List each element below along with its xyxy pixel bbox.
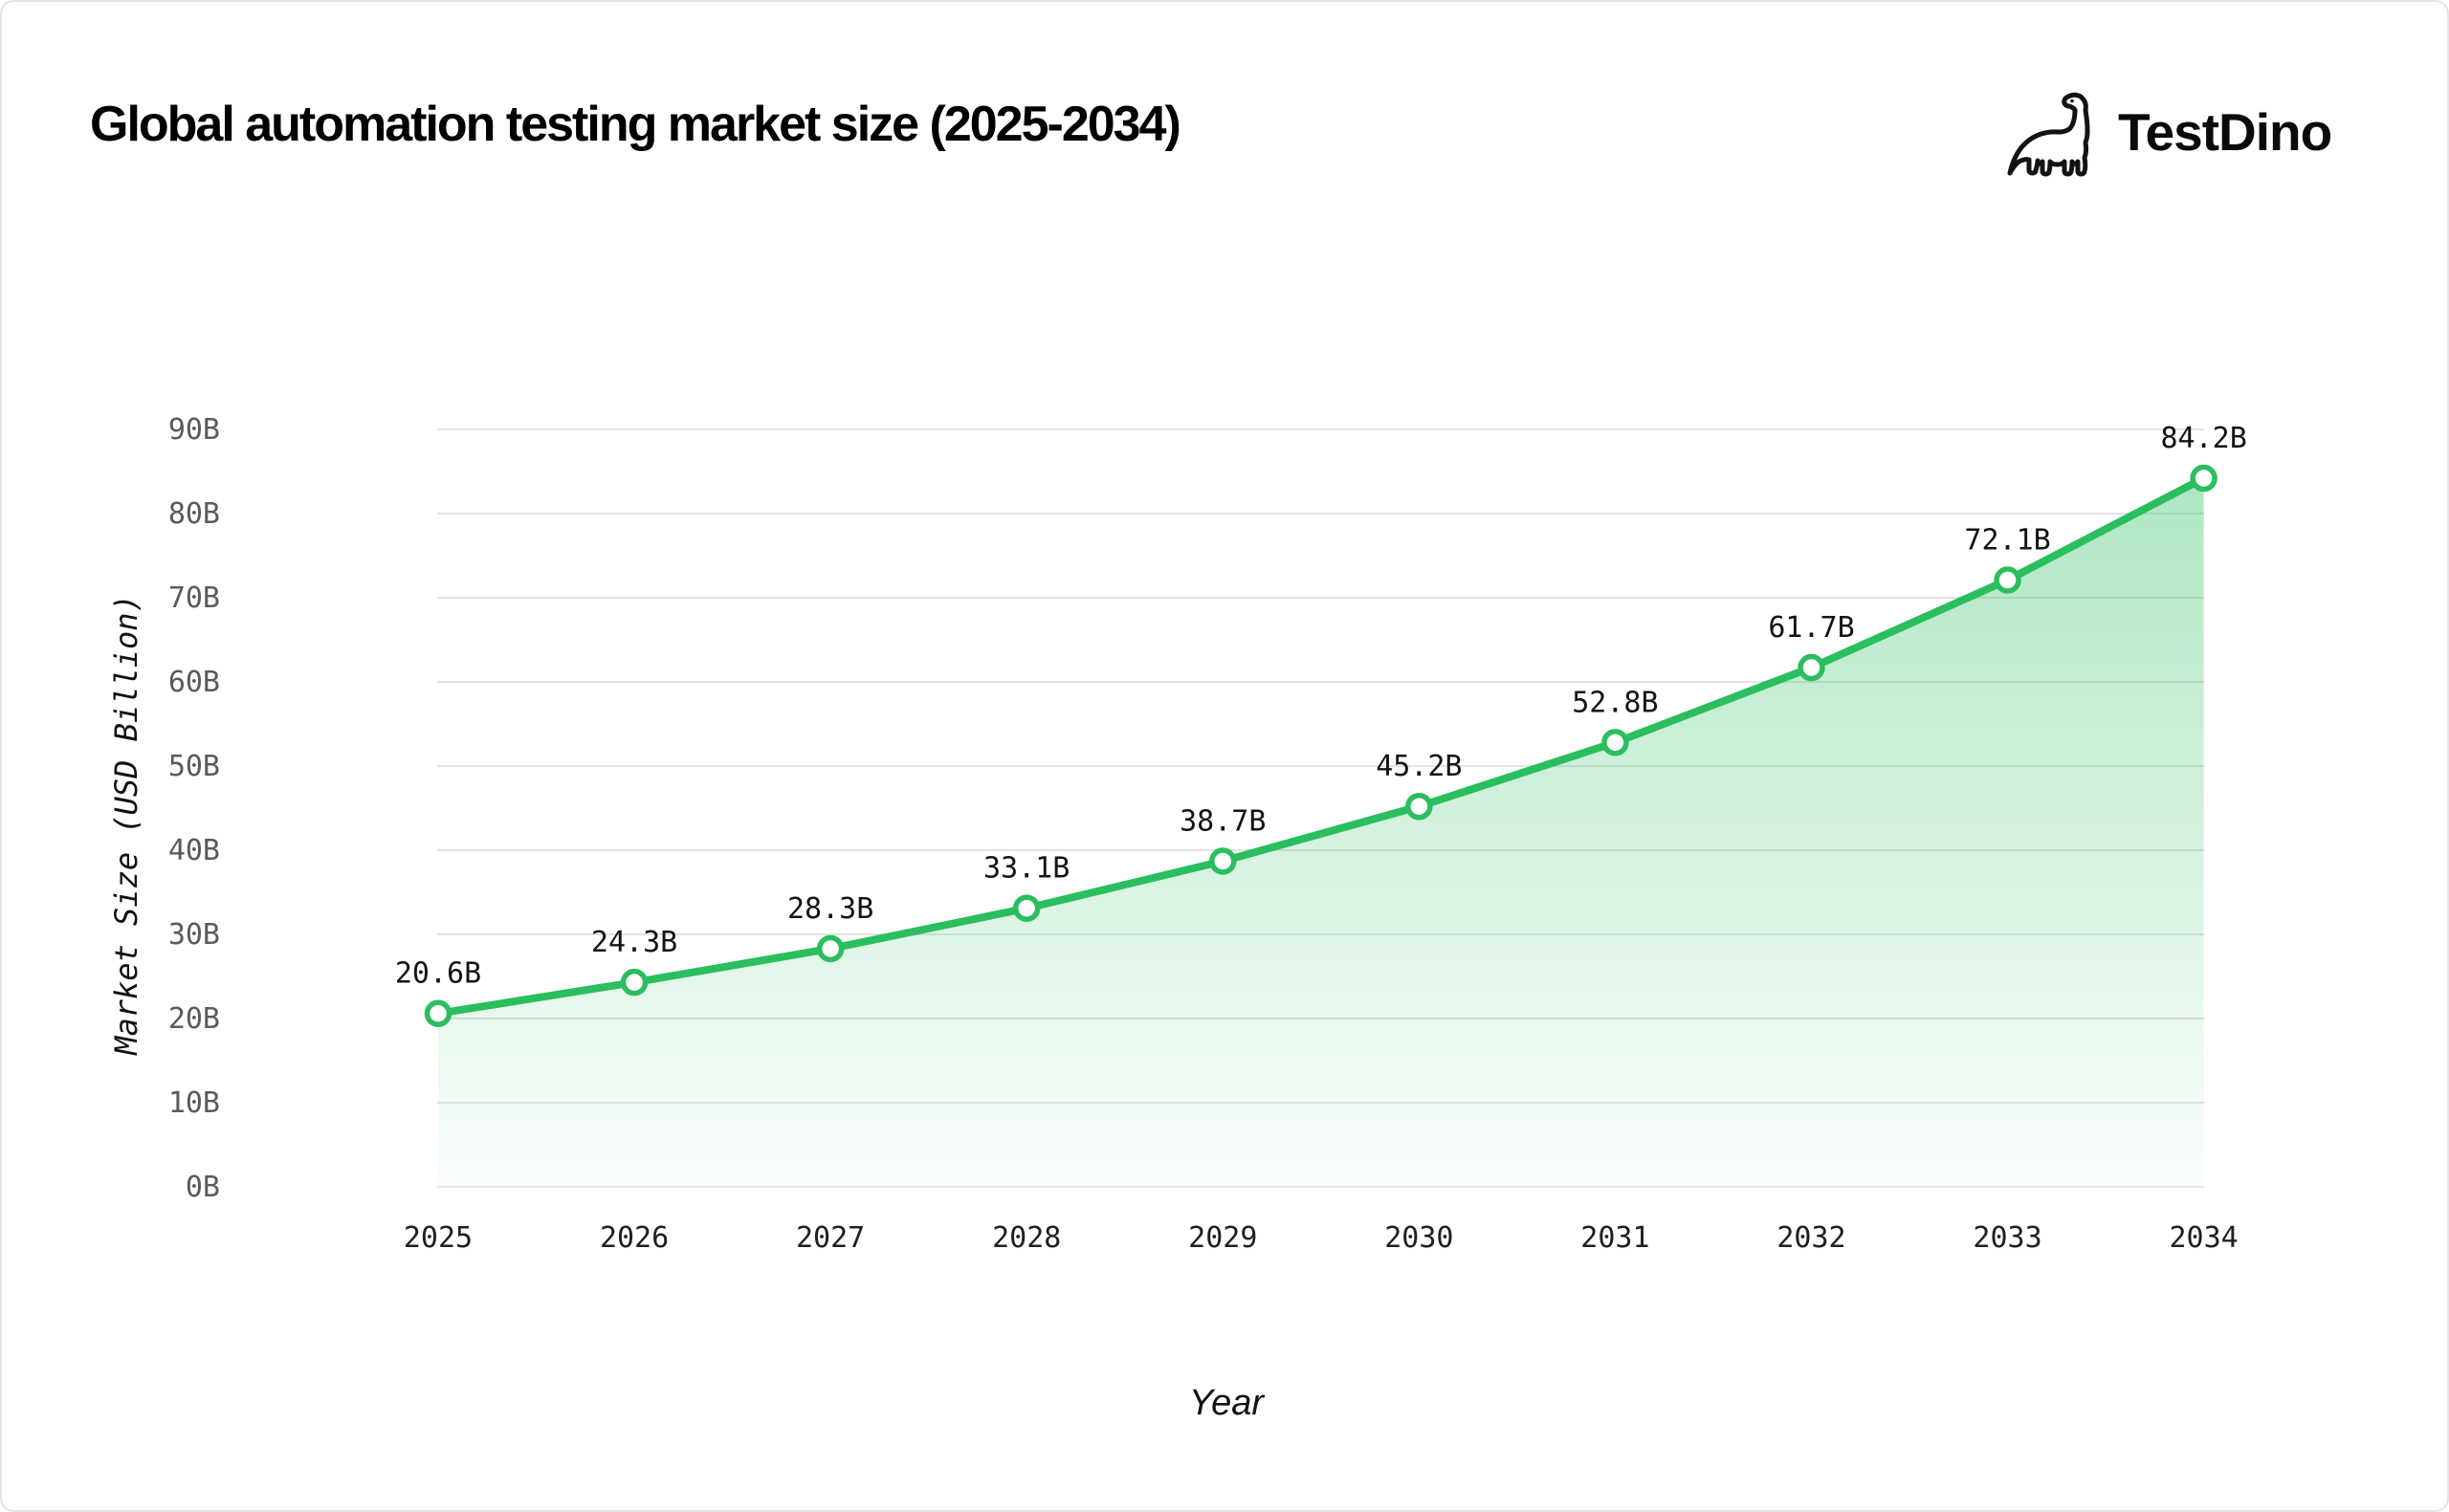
x-tick-label: 2029	[1188, 1221, 1257, 1255]
x-tick-label: 2034	[2170, 1221, 2239, 1255]
data-point-label: 38.7B	[1180, 804, 1266, 838]
y-tick-label: 80B	[168, 497, 220, 531]
data-point-label: 72.1B	[1964, 524, 2050, 558]
y-tick-label: 30B	[168, 918, 220, 952]
y-tick-label: 70B	[168, 581, 220, 615]
data-point-marker	[1209, 847, 1237, 875]
x-tick-label: 2028	[992, 1221, 1061, 1255]
brand-logo: TestDino	[2003, 82, 2332, 182]
data-point-marker	[1994, 566, 2021, 594]
data-point-marker	[816, 934, 845, 963]
data-point-label: 61.7B	[1768, 611, 1854, 645]
data-point-label: 84.2B	[2160, 422, 2246, 455]
data-point-marker	[1012, 894, 1041, 922]
dino-icon	[2007, 92, 2090, 177]
x-axis-title: Year	[1189, 1383, 1266, 1423]
x-tick-label: 2032	[1776, 1221, 1845, 1255]
y-tick-label: 0B	[186, 1171, 220, 1204]
data-point-marker	[424, 999, 452, 1027]
data-point-label: 33.1B	[983, 852, 1070, 886]
x-tick-label: 2025	[404, 1221, 473, 1255]
x-tick-label: 2026	[600, 1221, 669, 1255]
data-point-label: 24.3B	[591, 926, 677, 959]
y-tick-label: 90B	[168, 413, 220, 447]
x-tick-label: 2027	[796, 1221, 865, 1255]
y-tick-label: 60B	[168, 666, 220, 699]
y-tick-label: 20B	[168, 1002, 220, 1036]
chart-title: Global automation testing market size (2…	[90, 97, 1181, 152]
data-point-marker	[620, 968, 649, 997]
data-point-marker	[1405, 792, 1433, 821]
x-tick-label: 2030	[1384, 1221, 1453, 1255]
y-axis-title: Market Size (USD Billion)	[108, 594, 144, 1056]
area-fill	[438, 478, 2204, 1187]
y-tick-label: 40B	[168, 834, 220, 867]
data-point-marker	[2190, 464, 2217, 493]
brand-name: TestDino	[2118, 101, 2332, 162]
x-tick-label: 2031	[1580, 1221, 1649, 1255]
y-tick-label: 10B	[168, 1086, 220, 1120]
data-point-label: 52.8B	[1572, 686, 1658, 719]
y-tick-label: 50B	[168, 750, 220, 783]
data-point-label: 28.3B	[787, 892, 873, 926]
data-point-marker	[1798, 653, 1825, 682]
x-tick-label: 2033	[1973, 1221, 2041, 1255]
data-point-label: 20.6B	[395, 957, 481, 991]
data-point-label: 45.2B	[1376, 750, 1462, 783]
trend-line	[434, 474, 2208, 1018]
data-point-marker	[1601, 729, 1629, 756]
